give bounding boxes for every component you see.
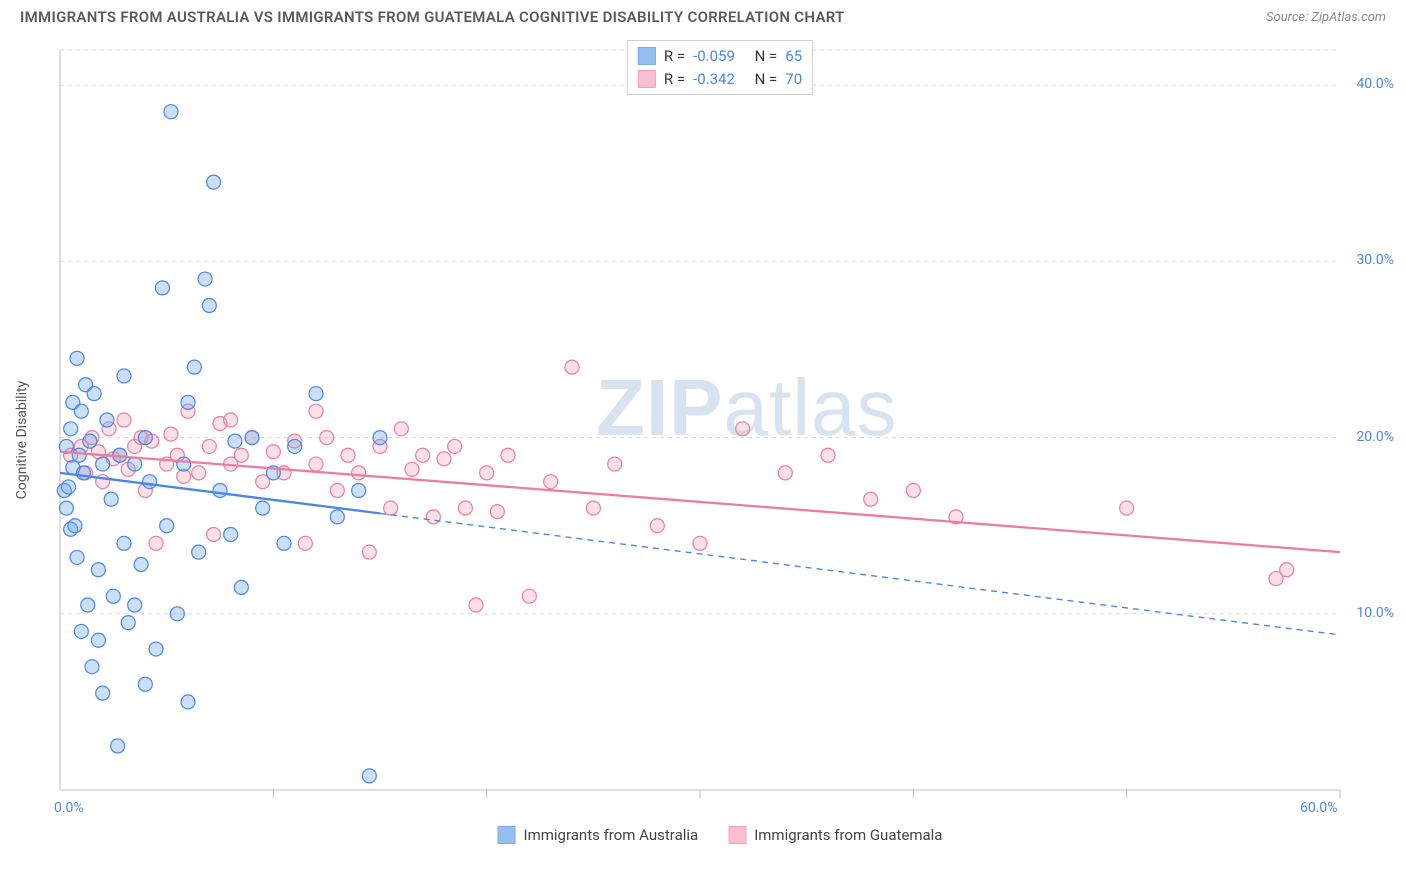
swatch-australia: [638, 47, 656, 65]
x-tick-label: 0.0%: [54, 800, 84, 816]
swatch-guatemala: [638, 70, 656, 88]
y-axis-label: Cognitive Disability: [14, 381, 30, 499]
source-label: Source: ZipAtlas.com: [1266, 10, 1386, 25]
n-value-australia: 65: [785, 45, 802, 68]
legend-label-guatemala: Immigrants from Guatemala: [754, 826, 942, 844]
swatch-australia-icon: [498, 826, 516, 844]
title-bar: IMMIGRANTS FROM AUSTRALIA VS IMMIGRANTS …: [0, 0, 1406, 30]
r-value-guatemala: -0.342: [693, 68, 735, 91]
legend-label-australia: Immigrants from Australia: [524, 826, 699, 844]
n-value-guatemala: 70: [785, 68, 802, 91]
swatch-guatemala-icon: [728, 826, 746, 844]
chart-title: IMMIGRANTS FROM AUSTRALIA VS IMMIGRANTS …: [20, 8, 845, 26]
scatter-plot: [50, 40, 1390, 840]
stats-legend: R = -0.059 N = 65 R = -0.342 N = 70: [627, 40, 813, 95]
x-tick-label: 60.0%: [1300, 800, 1338, 816]
legend-item-australia: Immigrants from Australia: [498, 826, 699, 844]
stats-row-australia: R = -0.059 N = 65: [638, 45, 802, 68]
y-tick-label: 30.0%: [1356, 252, 1394, 268]
stats-row-guatemala: R = -0.342 N = 70: [638, 68, 802, 91]
r-value-australia: -0.059: [693, 45, 735, 68]
legend-item-guatemala: Immigrants from Guatemala: [728, 826, 942, 844]
bottom-legend: Immigrants from Australia Immigrants fro…: [498, 826, 943, 844]
y-tick-label: 20.0%: [1356, 429, 1394, 445]
y-tick-label: 40.0%: [1356, 76, 1394, 92]
chart-area: Cognitive Disability ZIPatlas R = -0.059…: [50, 40, 1390, 840]
y-tick-label: 10.0%: [1356, 605, 1394, 621]
